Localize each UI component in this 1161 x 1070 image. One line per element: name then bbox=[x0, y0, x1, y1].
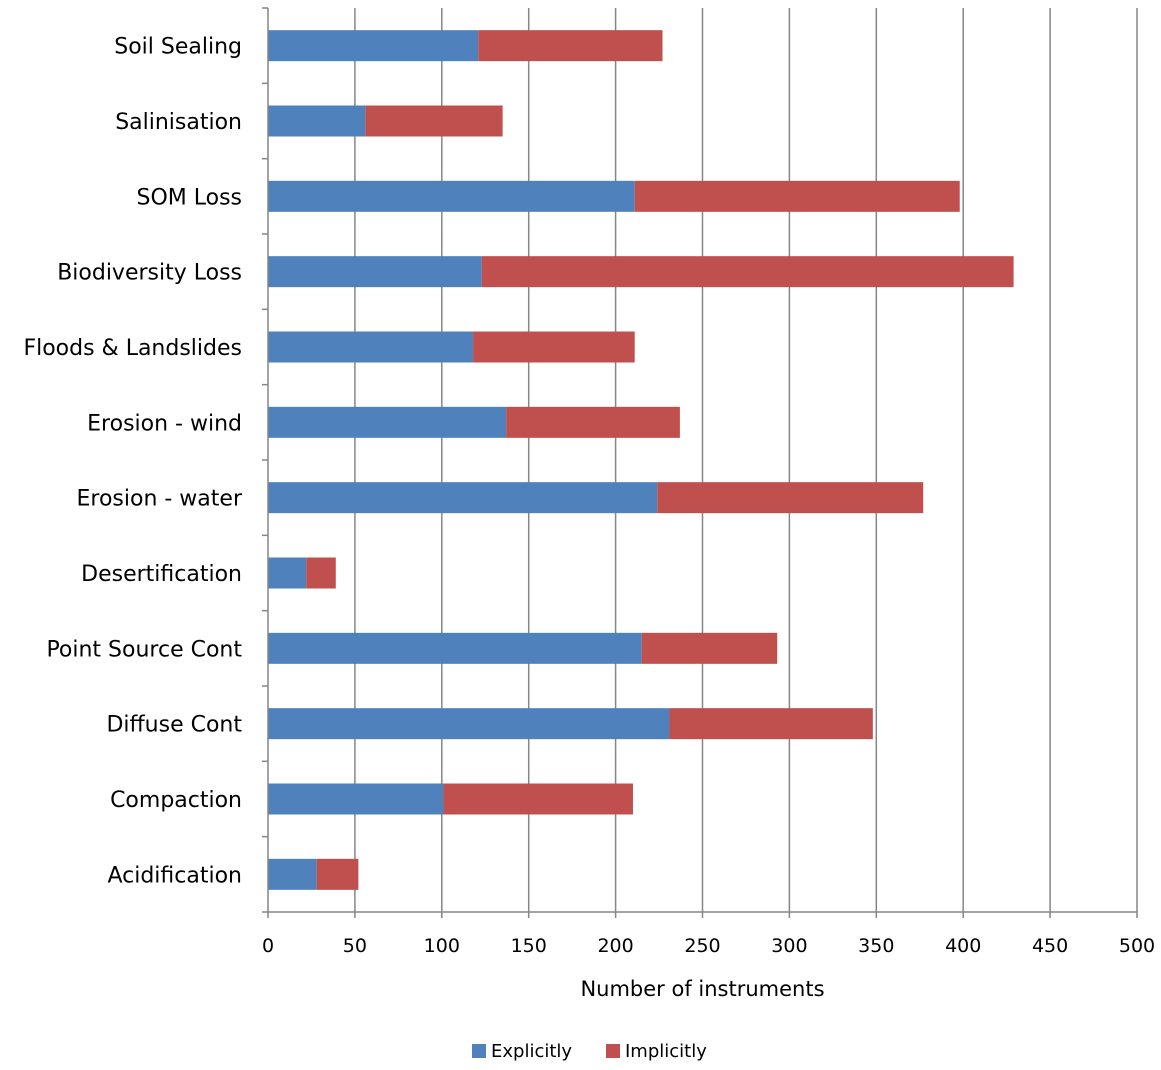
bar-explicitly bbox=[268, 406, 507, 438]
bar-implicitly bbox=[316, 858, 359, 890]
x-axis-title: Number of instruments bbox=[580, 977, 824, 1001]
bars bbox=[268, 30, 1014, 890]
bar-implicitly bbox=[506, 406, 680, 438]
bar-implicitly bbox=[481, 256, 1014, 288]
bar-implicitly bbox=[443, 783, 633, 815]
x-tick-label: 350 bbox=[858, 935, 894, 957]
bar-implicitly bbox=[473, 331, 635, 363]
legend-swatch-implicitly bbox=[606, 1044, 620, 1058]
category-label: Acidification bbox=[107, 863, 242, 888]
bar-explicitly bbox=[268, 482, 658, 514]
category-label: Desertification bbox=[81, 562, 242, 587]
bar-explicitly bbox=[268, 331, 474, 363]
x-tick-label: 500 bbox=[1119, 935, 1155, 957]
x-tick-labels: 0 50 100 150 200 250 300 350 400 450 500 bbox=[262, 935, 1155, 957]
legend-swatch-explicitly bbox=[472, 1044, 486, 1058]
bar-explicitly bbox=[268, 180, 635, 212]
bar-implicitly bbox=[641, 632, 778, 664]
bar-implicitly bbox=[306, 557, 336, 589]
x-tick-label: 400 bbox=[945, 935, 981, 957]
category-label: SOM Loss bbox=[136, 185, 242, 210]
category-label: Salinisation bbox=[115, 110, 242, 135]
bar-implicitly bbox=[657, 482, 924, 514]
x-tick-label: 0 bbox=[262, 935, 274, 957]
x-tick-label: 250 bbox=[684, 935, 720, 957]
bar-implicitly bbox=[478, 30, 663, 62]
x-tick-label: 450 bbox=[1032, 935, 1068, 957]
category-label: Biodiversity Loss bbox=[57, 261, 242, 286]
bar-explicitly bbox=[268, 256, 482, 288]
axes bbox=[262, 7, 1138, 918]
legend: Explicitly Implicitly bbox=[472, 1041, 707, 1062]
category-label: Floods & Landslides bbox=[23, 336, 242, 361]
gridlines bbox=[354, 8, 1138, 912]
category-label: Erosion - wind bbox=[87, 411, 242, 436]
bar-explicitly bbox=[268, 783, 444, 815]
x-tick-label: 150 bbox=[511, 935, 547, 957]
category-label: Erosion - water bbox=[76, 487, 242, 512]
bar-explicitly bbox=[268, 30, 479, 62]
x-tick-label: 300 bbox=[771, 935, 807, 957]
category-labels: Soil Sealing Salinisation SOM Loss Biodiver… bbox=[23, 35, 243, 889]
legend-label-explicitly: Explicitly bbox=[491, 1041, 572, 1062]
x-tick-label: 200 bbox=[597, 935, 633, 957]
bar-explicitly bbox=[268, 557, 307, 589]
legend-label-implicitly: Implicitly bbox=[625, 1041, 707, 1062]
x-tick-label: 100 bbox=[424, 935, 460, 957]
x-tick-label: 50 bbox=[343, 935, 367, 957]
bar-implicitly bbox=[365, 105, 503, 137]
bar-explicitly bbox=[268, 708, 670, 740]
bar-implicitly bbox=[634, 180, 960, 212]
bar-explicitly bbox=[268, 858, 317, 890]
category-label: Diffuse Cont bbox=[106, 713, 242, 738]
category-label: Compaction bbox=[110, 788, 242, 813]
category-label: Point Source Cont bbox=[46, 637, 242, 662]
bar-explicitly bbox=[268, 632, 642, 664]
category-label: Soil Sealing bbox=[114, 35, 242, 60]
bar-explicitly bbox=[268, 105, 366, 137]
bar-implicitly bbox=[669, 708, 873, 740]
